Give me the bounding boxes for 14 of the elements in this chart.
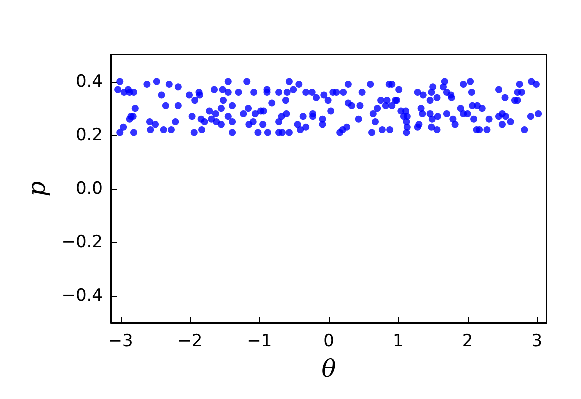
y-tick-label: 0.0 <box>76 179 103 199</box>
y-tick-label: 0.2 <box>76 125 103 146</box>
x-tick-label: 0 <box>324 332 334 352</box>
x-tick-label: −2 <box>178 332 203 352</box>
y-tick-label: −0.4 <box>62 286 103 306</box>
x-tick-label: −3 <box>108 332 134 352</box>
x-tick-label: 3 <box>532 332 543 352</box>
y-axis-title: p <box>23 181 51 197</box>
x-axis-title: θ <box>322 355 337 383</box>
y-tick-label: −0.2 <box>62 232 103 253</box>
y-tick-label: 0.4 <box>76 72 103 92</box>
x-tick-label: −1 <box>247 332 272 352</box>
x-tick-label: 2 <box>462 332 474 352</box>
x-tick-label: 1 <box>392 332 404 352</box>
